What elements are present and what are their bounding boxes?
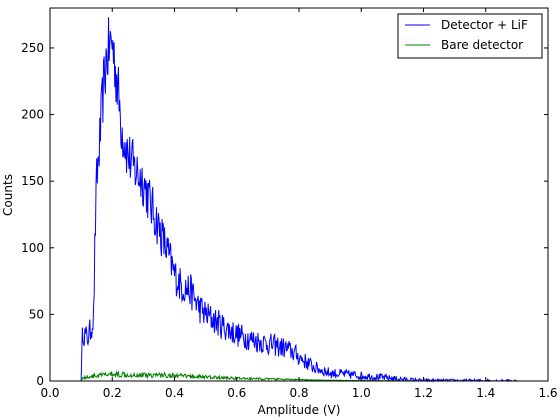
y-tick-label: 150 xyxy=(21,174,44,188)
x-tick-label: 0.0 xyxy=(40,386,59,400)
y-tick-label: 200 xyxy=(21,108,44,122)
x-tick-label: 1.2 xyxy=(414,386,433,400)
y-tick-label: 250 xyxy=(21,41,44,55)
x-tick-label: 0.2 xyxy=(103,386,122,400)
x-tick-label: 1.4 xyxy=(476,386,495,400)
x-tick-label: 0.4 xyxy=(165,386,184,400)
legend-box xyxy=(397,13,543,59)
y-tick-label: 50 xyxy=(29,307,44,321)
y-axis-label: Counts xyxy=(1,174,15,216)
x-axis-label: Amplitude (V) xyxy=(258,403,341,417)
y-tick-label: 0 xyxy=(36,374,44,388)
x-tick-label: 0.8 xyxy=(289,386,308,400)
legend-label-bare-detector: Bare detector xyxy=(441,38,523,52)
legend-label-detector-lif: Detector + LiF xyxy=(441,18,528,32)
x-tick-label: 1.6 xyxy=(538,386,557,400)
ticks-layer: 0.0 0.2 0.4 0.6 0.8 1.0 1.2 1.4 1.6 0 50 100 150 200 2… xyxy=(21,8,558,400)
y-tick-label: 100 xyxy=(21,241,44,255)
plot-background xyxy=(50,8,548,381)
legend: Detector + LiF Bare detector xyxy=(397,13,543,59)
x-tick-label: 1.0 xyxy=(352,386,371,400)
x-tick-label: 0.6 xyxy=(227,386,246,400)
